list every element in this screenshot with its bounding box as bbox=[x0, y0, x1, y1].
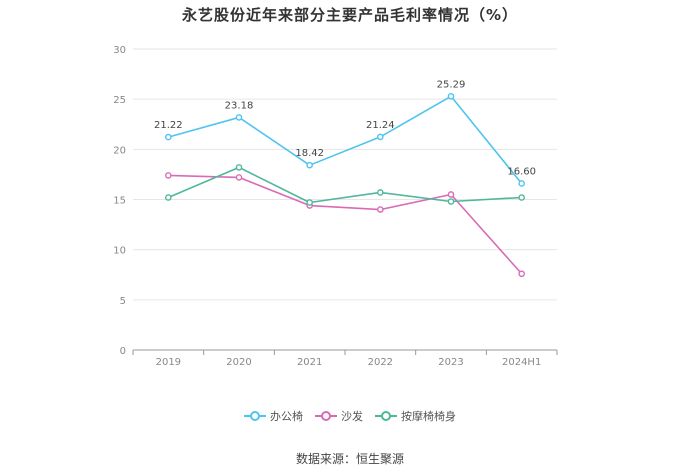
data-point bbox=[165, 133, 172, 141]
series-line bbox=[168, 95, 523, 184]
data-label: 23.18 bbox=[225, 100, 254, 111]
legend: 办公椅 沙发 按摩椅椅身 bbox=[0, 408, 700, 424]
data-labels: 21.22 23.18 18.42 21.24 25.29 16.60 bbox=[154, 79, 536, 177]
data-label: 18.42 bbox=[295, 148, 324, 159]
y-tick-label: 5 bbox=[120, 296, 126, 307]
x-tick-label: 2022 bbox=[368, 357, 393, 368]
series-0 bbox=[165, 92, 525, 187]
chart-title: 永艺股份近年来部分主要产品毛利率情况（%） bbox=[181, 6, 519, 24]
axes: 0 5 10 15 20 25 30 2019 2020 2021 2022 2023 2024H1 bbox=[113, 45, 558, 368]
y-tick-label: 15 bbox=[113, 196, 126, 207]
legend-item[interactable]: 办公椅 bbox=[244, 408, 303, 424]
x-tick-label: 2021 bbox=[297, 357, 322, 368]
y-tick-label: 10 bbox=[113, 246, 126, 257]
data-point bbox=[165, 194, 172, 201]
data-point bbox=[518, 270, 525, 278]
data-point bbox=[377, 206, 384, 213]
source-note: 数据来源：恒生聚源 bbox=[295, 452, 404, 466]
data-point bbox=[518, 194, 525, 201]
x-tick-label: 2024H1 bbox=[502, 357, 541, 368]
legend-swatch-icon bbox=[244, 411, 266, 421]
data-point bbox=[447, 198, 455, 205]
series-line bbox=[168, 166, 522, 204]
data-label: 25.29 bbox=[437, 79, 466, 90]
data-label: 16.60 bbox=[507, 166, 536, 177]
y-tick-label: 0 bbox=[120, 346, 126, 357]
series-layer bbox=[165, 92, 525, 278]
data-point bbox=[447, 191, 455, 198]
y-tick-label: 20 bbox=[113, 145, 126, 156]
data-point bbox=[165, 172, 172, 179]
data-point bbox=[235, 164, 243, 171]
x-tick-label: 2023 bbox=[438, 357, 463, 368]
legend-item[interactable]: 沙发 bbox=[315, 408, 363, 424]
series-2 bbox=[165, 164, 525, 206]
grid-lines bbox=[133, 48, 557, 301]
y-tick-label: 25 bbox=[113, 95, 126, 106]
x-tick-label: 2019 bbox=[156, 357, 181, 368]
data-point bbox=[306, 199, 313, 206]
data-point bbox=[447, 92, 455, 100]
data-point bbox=[235, 114, 243, 121]
data-label: 21.24 bbox=[366, 120, 395, 131]
data-label: 21.22 bbox=[154, 120, 183, 131]
series-line bbox=[168, 174, 523, 275]
legend-label: 沙发 bbox=[341, 410, 363, 423]
legend-label: 办公椅 bbox=[270, 410, 303, 423]
y-tick-label: 30 bbox=[113, 45, 126, 56]
data-point bbox=[518, 180, 525, 187]
legend-label: 按摩椅椅身 bbox=[401, 410, 456, 423]
data-point bbox=[306, 161, 313, 169]
data-point bbox=[377, 133, 384, 141]
legend-swatch-icon bbox=[375, 411, 397, 421]
data-point bbox=[235, 174, 243, 181]
legend-item[interactable]: 按摩椅椅身 bbox=[375, 408, 456, 424]
series-1 bbox=[165, 172, 525, 278]
x-tick-label: 2020 bbox=[226, 357, 251, 368]
legend-swatch-icon bbox=[315, 411, 337, 421]
data-point bbox=[377, 189, 384, 196]
